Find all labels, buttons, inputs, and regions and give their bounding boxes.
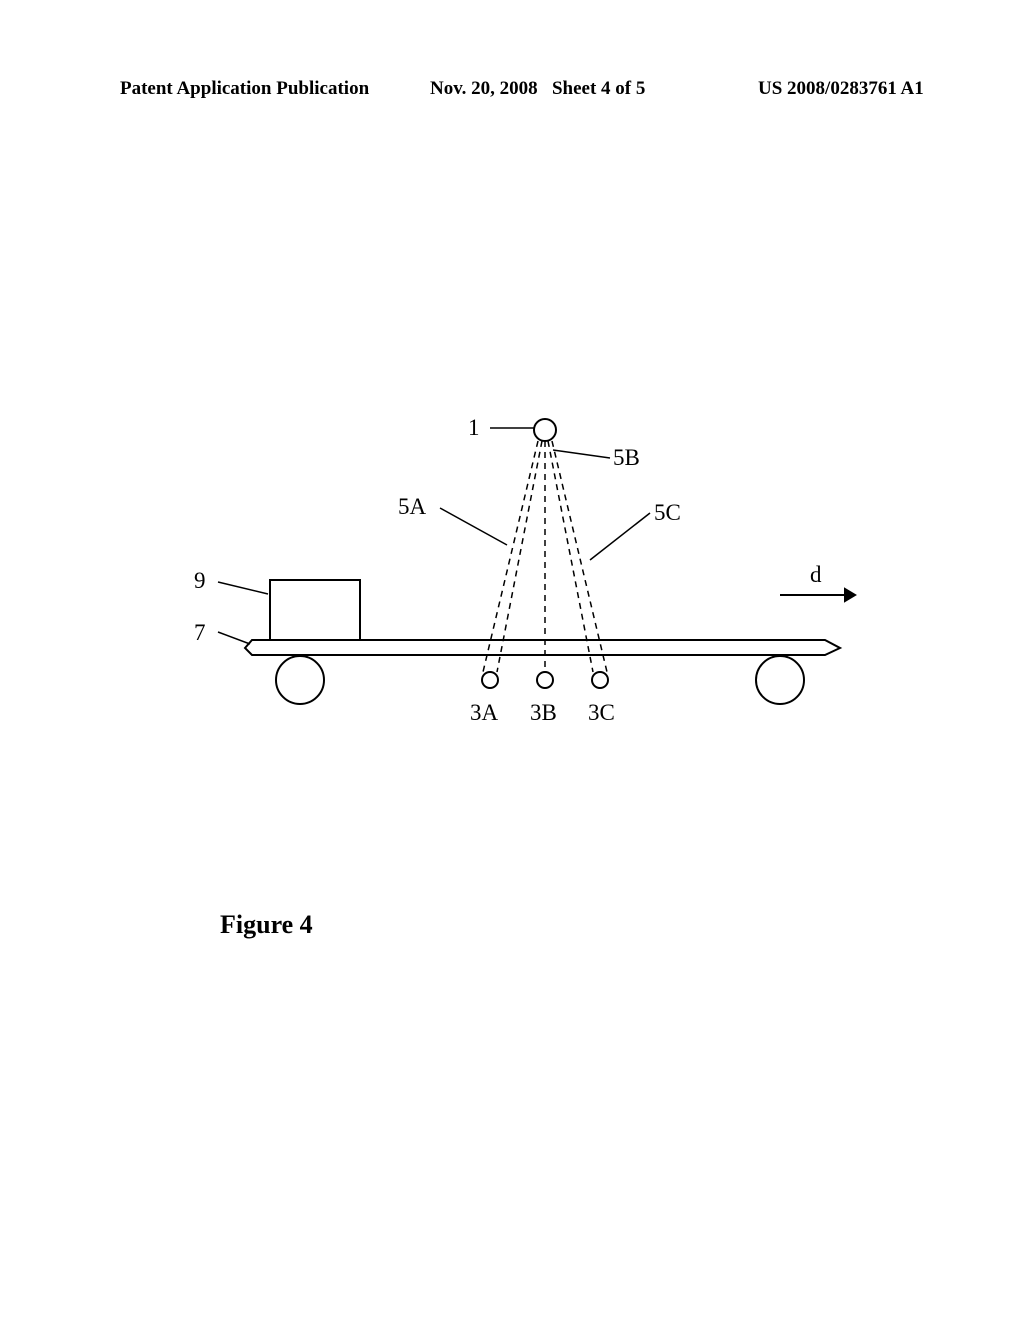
label-5A: 5A [398, 494, 426, 520]
label-5C: 5C [654, 500, 681, 526]
label-5B: 5B [613, 445, 640, 471]
detector-3A [482, 672, 498, 688]
truck-cab [270, 580, 360, 640]
direction-arrow [780, 589, 855, 601]
wheel-left [276, 656, 324, 704]
label-3B: 3B [530, 700, 557, 726]
detector-3B [537, 672, 553, 688]
figure-4: 1 5B 5A 5C 9 7 3A 3B 3C d Figure 4 [0, 0, 1024, 1320]
label-1: 1 [468, 415, 480, 441]
beams [483, 441, 607, 672]
label-3C: 3C [588, 700, 615, 726]
source-node [534, 419, 556, 441]
label-7: 7 [194, 620, 206, 646]
label-3A: 3A [470, 700, 498, 726]
figure-caption: Figure 4 [220, 910, 313, 940]
detector-3C [592, 672, 608, 688]
diagram-svg [0, 0, 1024, 1320]
leader-lines [218, 428, 650, 644]
truck-platform [245, 640, 840, 655]
label-9: 9 [194, 568, 206, 594]
label-d: d [810, 562, 822, 588]
wheel-right [756, 656, 804, 704]
